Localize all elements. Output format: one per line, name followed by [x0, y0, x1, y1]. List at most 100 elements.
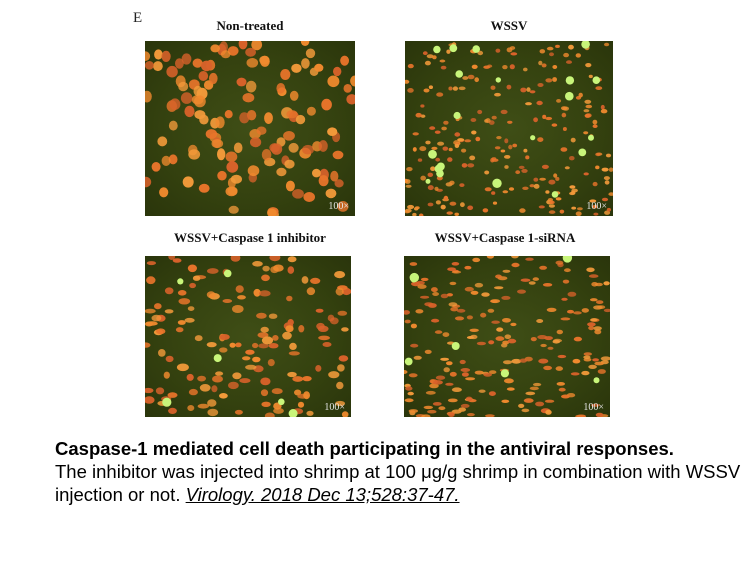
green-cell — [565, 76, 575, 85]
orange-cell — [592, 204, 598, 209]
orange-cell — [491, 191, 496, 195]
orange-cell — [267, 359, 275, 367]
green-cell — [451, 342, 460, 350]
orange-cell — [225, 151, 238, 163]
orange-cell — [502, 65, 508, 70]
panel-title-wssv: WSSV — [490, 18, 528, 33]
orange-cell — [410, 343, 419, 348]
orange-cell — [477, 50, 484, 56]
orange-cell — [427, 409, 437, 414]
orange-cell — [474, 370, 484, 375]
orange-cell — [458, 86, 466, 91]
orange-cell — [461, 163, 468, 168]
orange-cell — [588, 274, 599, 278]
orange-cell — [508, 144, 513, 150]
orange-cell — [404, 319, 411, 324]
orange-cell — [487, 64, 493, 68]
orange-cell — [404, 310, 410, 315]
orange-cell — [518, 403, 525, 408]
orange-cell — [181, 53, 192, 65]
orange-cell — [467, 163, 475, 168]
orange-cell — [246, 80, 257, 93]
orange-cell — [604, 42, 610, 47]
orange-cell — [590, 318, 598, 322]
orange-cell — [593, 212, 599, 216]
orange-cell — [145, 176, 152, 188]
orange-cell — [439, 59, 446, 63]
orange-cell — [449, 180, 455, 185]
orange-cell — [330, 170, 339, 182]
orange-cell — [461, 148, 467, 153]
orange-cell — [564, 268, 571, 273]
orange-cell — [269, 256, 281, 262]
orange-cell — [206, 291, 216, 299]
citation-link[interactable]: Virology. 2018 Dec 13;528:37-47. — [185, 484, 460, 505]
orange-cell — [334, 271, 346, 279]
orange-cell — [583, 355, 591, 359]
orange-cell — [500, 109, 508, 115]
orange-cell — [529, 184, 535, 188]
orange-cell — [592, 119, 598, 125]
orange-cell — [561, 394, 570, 399]
orange-cell — [558, 387, 566, 392]
orange-cell — [145, 61, 154, 70]
orange-cell — [555, 44, 560, 48]
orange-cell — [470, 118, 477, 122]
caption-text: The inhibitor was injected into shrimp a… — [55, 461, 741, 505]
orange-cell — [337, 310, 348, 316]
orange-cell — [182, 176, 194, 188]
orange-cell — [247, 165, 260, 177]
orange-cell — [334, 179, 344, 188]
orange-cell — [584, 99, 592, 104]
orange-cell — [420, 175, 426, 181]
green-cell — [223, 269, 232, 278]
orange-cell — [566, 60, 572, 64]
orange-cell — [538, 358, 549, 364]
orange-cell — [507, 120, 513, 124]
orange-cell — [187, 264, 197, 273]
green-cell — [278, 398, 285, 406]
orange-cell — [459, 183, 465, 188]
cell-field — [404, 256, 610, 417]
orange-cell — [292, 189, 304, 199]
orange-cell — [465, 396, 473, 402]
orange-cell — [560, 317, 571, 321]
orange-cell — [456, 308, 466, 313]
micrograph-non-treated: 100× — [145, 41, 355, 216]
orange-cell — [282, 331, 292, 340]
orange-cell — [302, 144, 314, 155]
orange-cell — [245, 47, 256, 57]
orange-cell — [449, 281, 457, 286]
orange-cell — [303, 391, 310, 400]
orange-cell — [433, 380, 443, 385]
orange-cell — [547, 346, 554, 350]
orange-cell — [405, 79, 410, 84]
orange-cell — [469, 155, 476, 161]
orange-cell — [287, 371, 297, 378]
green-cell — [472, 45, 480, 53]
orange-cell — [556, 99, 562, 103]
green-cell — [562, 256, 573, 263]
orange-cell — [539, 265, 547, 270]
orange-cell — [423, 88, 430, 93]
orange-cell — [155, 387, 165, 395]
orange-cell — [407, 204, 415, 210]
orange-cell — [197, 403, 209, 409]
orange-cell — [530, 337, 537, 342]
orange-cell — [475, 136, 481, 142]
orange-cell — [145, 321, 153, 327]
orange-cell — [591, 403, 600, 407]
orange-cell — [519, 358, 528, 363]
orange-cell — [228, 381, 239, 390]
orange-cell — [494, 286, 504, 290]
orange-cell — [595, 165, 600, 170]
orange-cell — [575, 53, 581, 58]
orange-cell — [411, 281, 421, 287]
orange-cell — [193, 85, 203, 97]
orange-cell — [448, 302, 458, 307]
orange-cell — [267, 208, 277, 216]
orange-cell — [543, 365, 552, 371]
orange-cell — [239, 112, 250, 124]
orange-cell — [500, 149, 506, 153]
orange-cell — [230, 256, 241, 262]
